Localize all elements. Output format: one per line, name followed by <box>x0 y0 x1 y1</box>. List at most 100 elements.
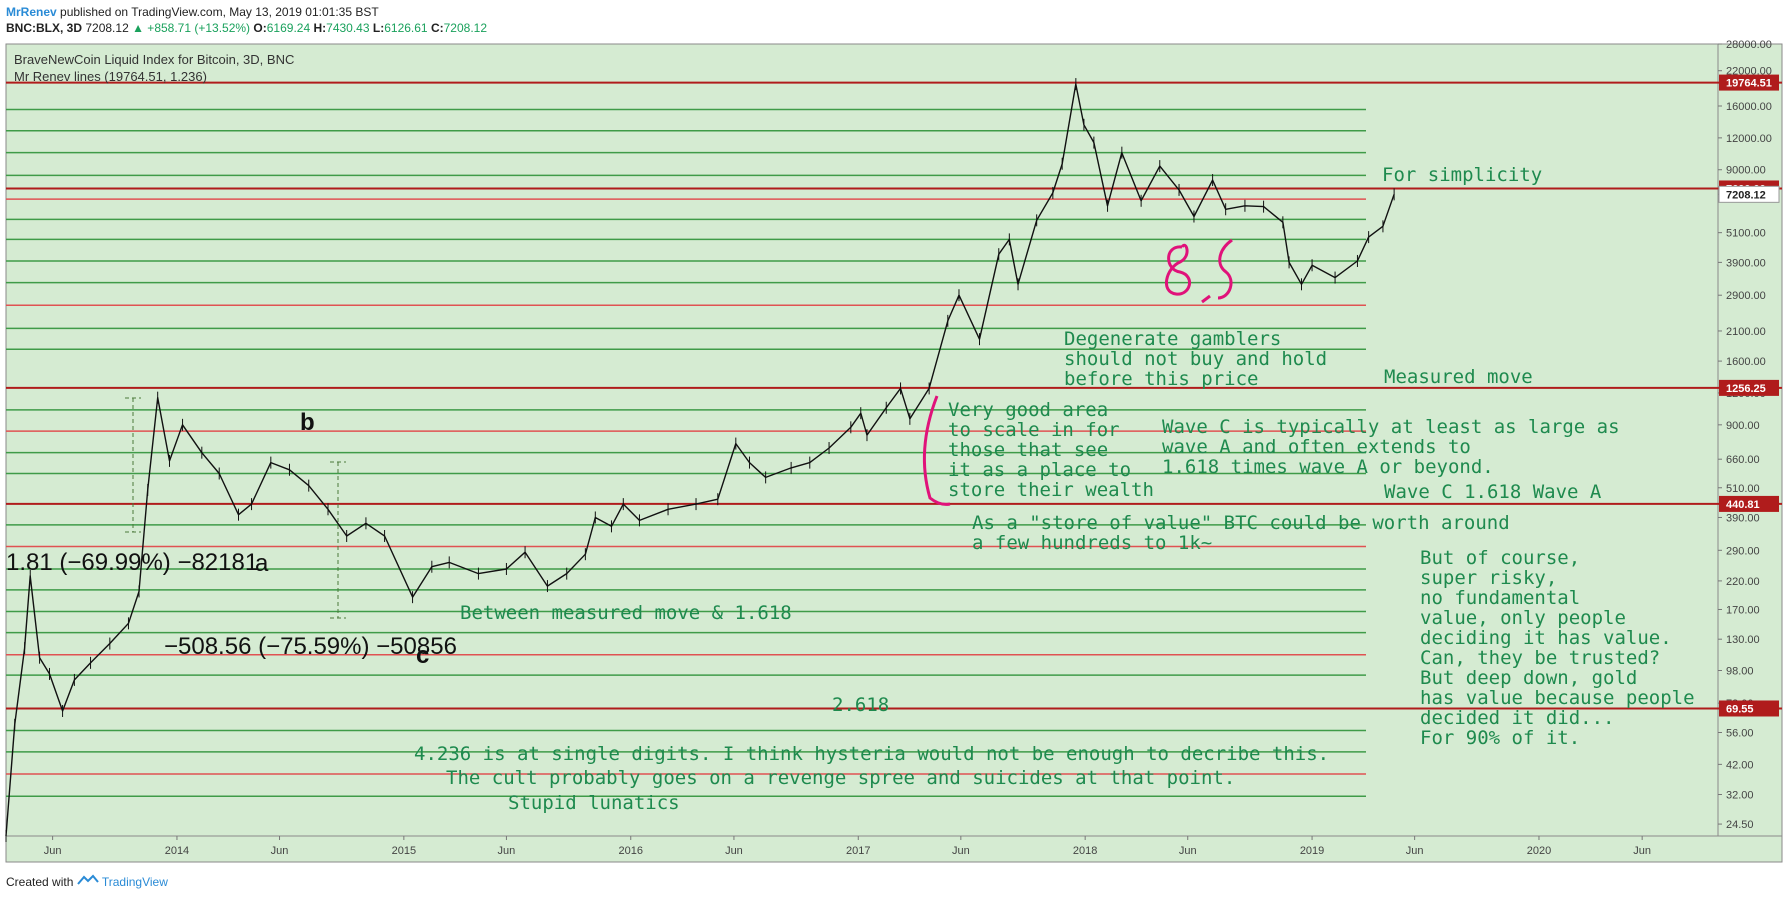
high-label: H: <box>313 21 327 35</box>
y-tick-label-6: 5100.00 <box>1726 228 1766 240</box>
hysteria-note-line-1: 4.236 is at single digits. I think hyste… <box>414 743 1329 765</box>
y-tick-label-13: 660.00 <box>1726 454 1760 466</box>
handwriting-8-mark <box>1165 243 1191 296</box>
price-tag-label-2: 7208.12 <box>1726 189 1766 201</box>
y-tick-label-14: 510.00 <box>1726 483 1760 495</box>
measure-guide-1 <box>125 397 346 619</box>
wave-c-note-line-2: wave A and often extends to <box>1162 436 1471 458</box>
price-tag-4 <box>1719 495 1779 512</box>
x-tick-label-5: 2016 <box>619 845 643 857</box>
x-tick-label-0: Jun <box>44 845 62 857</box>
author-name[interactable]: MrRenev <box>6 5 57 19</box>
low-label: L: <box>372 21 385 35</box>
store-of-value-note-line-1: As a "store of value" BTC could be worth… <box>972 512 1510 534</box>
wave-label-b: b <box>300 409 315 436</box>
open-label: O: <box>253 21 267 35</box>
wave-c-note-line-1: Wave C is typically at least as large as <box>1162 416 1620 438</box>
y-tick-label-20: 98.00 <box>1726 665 1754 677</box>
right-axis-area[interactable] <box>1717 43 1783 837</box>
wave-c-note-line-3: 1.618 times wave A or beyond. <box>1162 456 1494 478</box>
x-tick-label-13: 2020 <box>1527 845 1551 857</box>
measure-label-1: 1.81 (−69.99%) −82181 <box>6 549 258 576</box>
created-with-label: Created with <box>6 875 74 889</box>
price-tag-3 <box>1719 379 1779 396</box>
wave-label-a: a <box>255 550 269 577</box>
wave-c-label: Wave C 1.618 Wave A <box>1384 481 1602 503</box>
open-value: 6169.24 <box>266 21 311 35</box>
price-chart[interactable]: 28000.0022000.0016000.0012000.009000.007… <box>0 0 1788 870</box>
but-note-line-6: Can, they be trusted? <box>1420 647 1660 669</box>
price-tag-label-3: 1256.25 <box>1726 383 1766 395</box>
stupid-lunatics-note: Stupid lunatics <box>508 792 680 814</box>
x-tick-label-9: 2018 <box>1073 845 1097 857</box>
but-note-line-4: value, only people <box>1420 607 1626 629</box>
handwriting-dot-mark <box>1201 294 1211 304</box>
price-tag-label-4: 440.81 <box>1726 499 1760 511</box>
very-good-note-line-3: those that see <box>948 439 1108 461</box>
x-tick-label-10: Jun <box>1179 845 1197 857</box>
x-tick-label-2: Jun <box>271 845 289 857</box>
very-good-note-line-1: Very good area <box>948 399 1108 421</box>
y-tick-label-2: 16000.00 <box>1726 101 1772 113</box>
x-tick-label-4: Jun <box>498 845 516 857</box>
but-note-line-10: For 90% of it. <box>1420 727 1580 749</box>
y-tick-label-0: 28000.00 <box>1726 39 1772 51</box>
very-good-note-line-5: store their wealth <box>948 479 1154 501</box>
x-tick-label-11: 2019 <box>1300 845 1324 857</box>
bottom-axis-area[interactable] <box>5 835 1783 863</box>
ratio-2618-label: 2.618 <box>832 694 889 716</box>
x-tick-label-14: Jun <box>1633 845 1651 857</box>
x-tick-label-6: Jun <box>725 845 743 857</box>
handwriting-5-mark <box>1217 238 1233 300</box>
price-tag-5 <box>1719 700 1779 717</box>
close-value: 7208.12 <box>443 21 488 35</box>
low-value: 6126.61 <box>384 21 428 35</box>
y-tick-label-8: 2900.00 <box>1726 290 1766 302</box>
x-tick-label-1: 2014 <box>165 845 189 857</box>
y-tick-label-15: 390.00 <box>1726 512 1760 524</box>
very-good-note-line-2: to scale in for <box>948 419 1120 441</box>
chart-header: MrRenev published on TradingView.com, Ma… <box>6 4 487 36</box>
y-tick-label-7: 3900.00 <box>1726 257 1766 269</box>
y-tick-label-10: 1600.00 <box>1726 356 1766 368</box>
but-note-line-3: no fundamental <box>1420 587 1580 609</box>
degenerate-note-line-2: should not buy and hold <box>1064 348 1327 370</box>
but-note-line-7: But deep down, gold <box>1420 667 1637 689</box>
x-tick-label-12: Jun <box>1406 845 1424 857</box>
y-tick-label-4: 9000.00 <box>1726 165 1766 177</box>
x-tick-label-8: Jun <box>952 845 970 857</box>
degenerate-note-line-3: before this price <box>1064 368 1258 390</box>
legend-indicator: Mr Renev lines (19764.51, 1.236) <box>14 69 207 84</box>
tradingview-link[interactable]: TradingView <box>101 875 168 889</box>
high-value: 7430.43 <box>326 21 370 35</box>
wave-label-c: c <box>416 642 429 669</box>
symbol-label: BNC:BLX, 3D <box>6 21 83 35</box>
between-note: Between measured move & 1.618 <box>460 602 792 624</box>
y-tick-label-19: 130.00 <box>1726 634 1760 646</box>
y-tick-label-17: 220.00 <box>1726 576 1760 588</box>
very-good-note-line-4: it as a place to <box>948 459 1131 481</box>
tradingview-logo-icon <box>76 874 102 889</box>
x-tick-label-7: 2017 <box>846 845 870 857</box>
for-simplicity-note: For simplicity <box>1382 164 1542 186</box>
but-note-line-2: super risky, <box>1420 567 1557 589</box>
chart-footer: Created with TradingView <box>6 874 168 890</box>
measure-label-2: −508.56 (−75.59%) −50856 <box>164 633 457 660</box>
y-tick-label-9: 2100.00 <box>1726 326 1766 338</box>
y-tick-label-18: 170.00 <box>1726 604 1760 616</box>
but-note-line-5: deciding it has value. <box>1420 627 1672 649</box>
y-tick-label-16: 290.00 <box>1726 545 1760 557</box>
hysteria-note-line-2: The cult probably goes on a revenge spre… <box>446 767 1235 789</box>
price-tag-label-5: 69.55 <box>1726 703 1754 715</box>
close-label: C: <box>430 21 444 35</box>
y-tick-label-12: 900.00 <box>1726 420 1760 432</box>
price-tag-0 <box>1719 74 1779 91</box>
but-note-line-1: But of course, <box>1420 547 1580 569</box>
last-price: 7208.12 <box>85 21 129 35</box>
price-change: ▲ +858.71 (+13.52%) <box>132 21 251 35</box>
x-tick-label-3: 2015 <box>392 845 416 857</box>
y-tick-label-25: 24.50 <box>1726 819 1754 831</box>
price-tag-label-0: 19764.51 <box>1726 78 1772 90</box>
degenerate-note-line-1: Degenerate gamblers <box>1064 328 1281 350</box>
measured-move-note: Measured move <box>1384 366 1533 388</box>
